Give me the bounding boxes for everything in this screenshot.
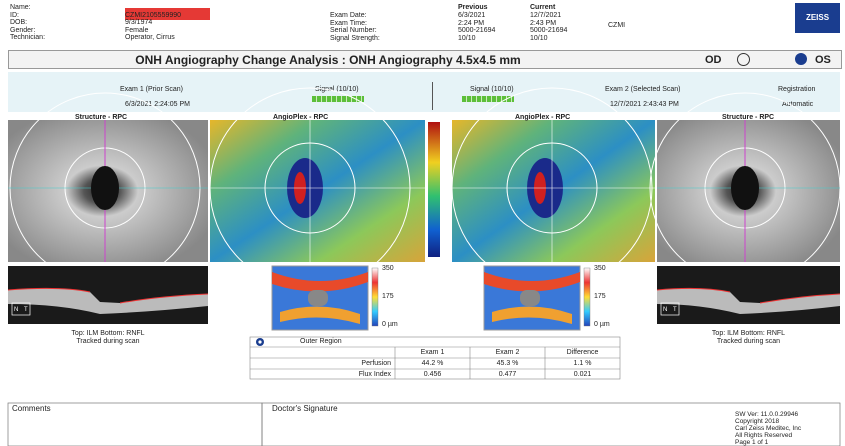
exam-label: Exam Date: (330, 12, 367, 19)
color-bar (428, 122, 440, 257)
redacted-name (125, 8, 210, 20)
bscan-caption: Top: ILM Bottom: RNFL (71, 330, 145, 337)
table-header: Exam 1 (420, 349, 445, 356)
bscan-n: N (14, 307, 19, 313)
signature: Doctor's Signature (272, 404, 338, 413)
patient-label: Gender: (10, 26, 36, 34)
structure-left (8, 92, 208, 284)
exam2-date: 12/7/2021 2:43:43 PM (610, 101, 679, 108)
table-cell: 0.477 (498, 371, 517, 378)
image-label: AngioPlex - RPC (515, 114, 571, 121)
exam-label: Serial Number: (330, 27, 377, 34)
info-line: Copyright 2018 (735, 418, 780, 425)
row-label: Flux Index (358, 371, 391, 378)
angio-right (451, 87, 655, 289)
title-bar (8, 50, 842, 69)
exam-previous: 5000-21694 (458, 27, 496, 34)
eye-od: OD (705, 54, 722, 66)
info-line: Carl Zeiss Meditec, Inc (735, 425, 802, 432)
site: CZMI (608, 22, 626, 29)
exam-previous: 6/3/2021 (458, 12, 486, 19)
exam1-signal: Signal (10/10) (315, 86, 359, 93)
thickness-left (271, 265, 379, 331)
image-label: Structure - RPC (722, 114, 775, 121)
bscan-n: N (663, 307, 668, 313)
info-line: Page 1 of 1 (735, 439, 769, 446)
signal-bar (312, 96, 364, 102)
os-radio[interactable] (795, 53, 807, 65)
table-header: Exam 2 (495, 349, 520, 356)
patient-label: Technician: (10, 34, 46, 41)
image-label: AngioPlex - RPC (273, 114, 329, 121)
bscan-caption: Top: ILM Bottom: RNFL (711, 330, 786, 337)
table-cell: 44.2 % (421, 360, 444, 367)
exam-label: Signal Strength: (330, 34, 380, 42)
registration: Registration (778, 86, 816, 93)
exam-current: 10/10 (530, 34, 548, 42)
logo: ZEISS (795, 3, 840, 33)
patient-value: Operator, Cirrus (125, 34, 175, 41)
patient-value: CZMI2105559990 (125, 11, 182, 19)
region-radio-dot (258, 340, 262, 344)
comments: Comments (12, 404, 51, 413)
scale-label: 0 µm (382, 321, 398, 328)
region-name: Outer Region (300, 338, 342, 345)
scale-label: 175 (382, 293, 394, 300)
signal-bar (462, 96, 514, 102)
patient-label: Name: (10, 4, 31, 11)
exam-previous: 10/10 (458, 34, 476, 42)
exam-previous: 2:24 PM (458, 19, 485, 27)
table-cell: 1.1 % (573, 360, 592, 367)
metric-table (249, 336, 621, 380)
table-cell: 0.456 (423, 371, 442, 378)
exam2-name: Exam 2 (Selected Scan) (605, 86, 681, 93)
patient-value: Female (125, 26, 149, 34)
bscan-caption: Tracked during scan (76, 338, 140, 345)
exam-current: 2:43 PM (530, 19, 557, 27)
bscan-right (656, 266, 841, 324)
exam1-date: 6/3/2021 2:24:05 PM (125, 101, 190, 108)
scale-label: 0 µm (594, 321, 610, 328)
scale-label: 350 (594, 265, 606, 272)
bscan-t: T (673, 307, 677, 313)
thickness-right (483, 265, 591, 331)
angio-left (209, 87, 425, 289)
table-cell: 45.3 % (496, 360, 519, 367)
exam1-name: Exam 1 (Prior Scan) (120, 86, 184, 93)
divider (432, 82, 433, 110)
exam-label: Exam Time: (330, 19, 367, 27)
bscan-t: T (24, 307, 28, 313)
exam2-signal: Signal (10/10) (470, 86, 514, 93)
registration-value: Automatic (782, 101, 814, 108)
title: ONH Angiography Change Analysis : ONH An… (135, 53, 521, 67)
info-line: All Rights Reserved (735, 432, 793, 439)
eye-os: OS (815, 54, 831, 66)
exam-bar (8, 72, 840, 112)
bscan-left (7, 266, 209, 324)
row-label: Perfusion (361, 360, 391, 367)
patient-label: ID: (10, 11, 19, 19)
exam-current: 12/7/2021 (530, 12, 562, 19)
patient-value: 9/3/1974 (125, 19, 153, 26)
bscan-caption: Tracked during scan (716, 338, 781, 345)
od-radio[interactable] (737, 53, 750, 66)
exam-current: 5000-21694 (530, 27, 568, 34)
current-header: Current (530, 4, 556, 11)
previous-header: Previous (458, 4, 488, 11)
footer-boxes (7, 402, 841, 446)
info-line: SW Ver: 11.0.0.29946 (735, 411, 799, 418)
patient-label: DOB: (10, 19, 28, 26)
table-cell: 0.021 (573, 371, 592, 378)
table-header: Difference (566, 349, 599, 356)
structure-right (649, 92, 841, 284)
scale-label: 175 (594, 293, 606, 300)
image-label: Structure - RPC (75, 114, 128, 121)
scale-label: 350 (382, 265, 394, 272)
